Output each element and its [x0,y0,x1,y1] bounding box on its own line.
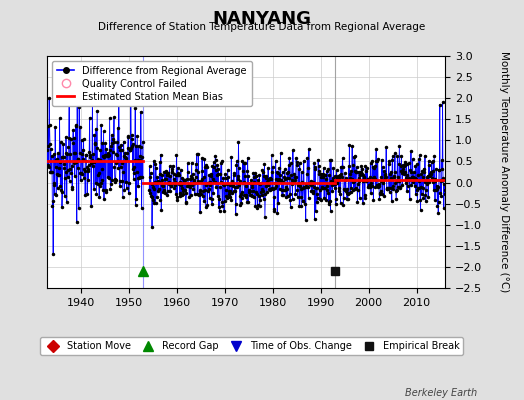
Legend: Station Move, Record Gap, Time of Obs. Change, Empirical Break: Station Move, Record Gap, Time of Obs. C… [40,337,463,355]
Text: Berkeley Earth: Berkeley Earth [405,388,477,398]
Y-axis label: Monthly Temperature Anomaly Difference (°C): Monthly Temperature Anomaly Difference (… [499,51,509,293]
Text: NANYANG: NANYANG [213,10,311,28]
Text: Difference of Station Temperature Data from Regional Average: Difference of Station Temperature Data f… [99,22,425,32]
Legend: Difference from Regional Average, Quality Control Failed, Estimated Station Mean: Difference from Regional Average, Qualit… [52,61,252,106]
